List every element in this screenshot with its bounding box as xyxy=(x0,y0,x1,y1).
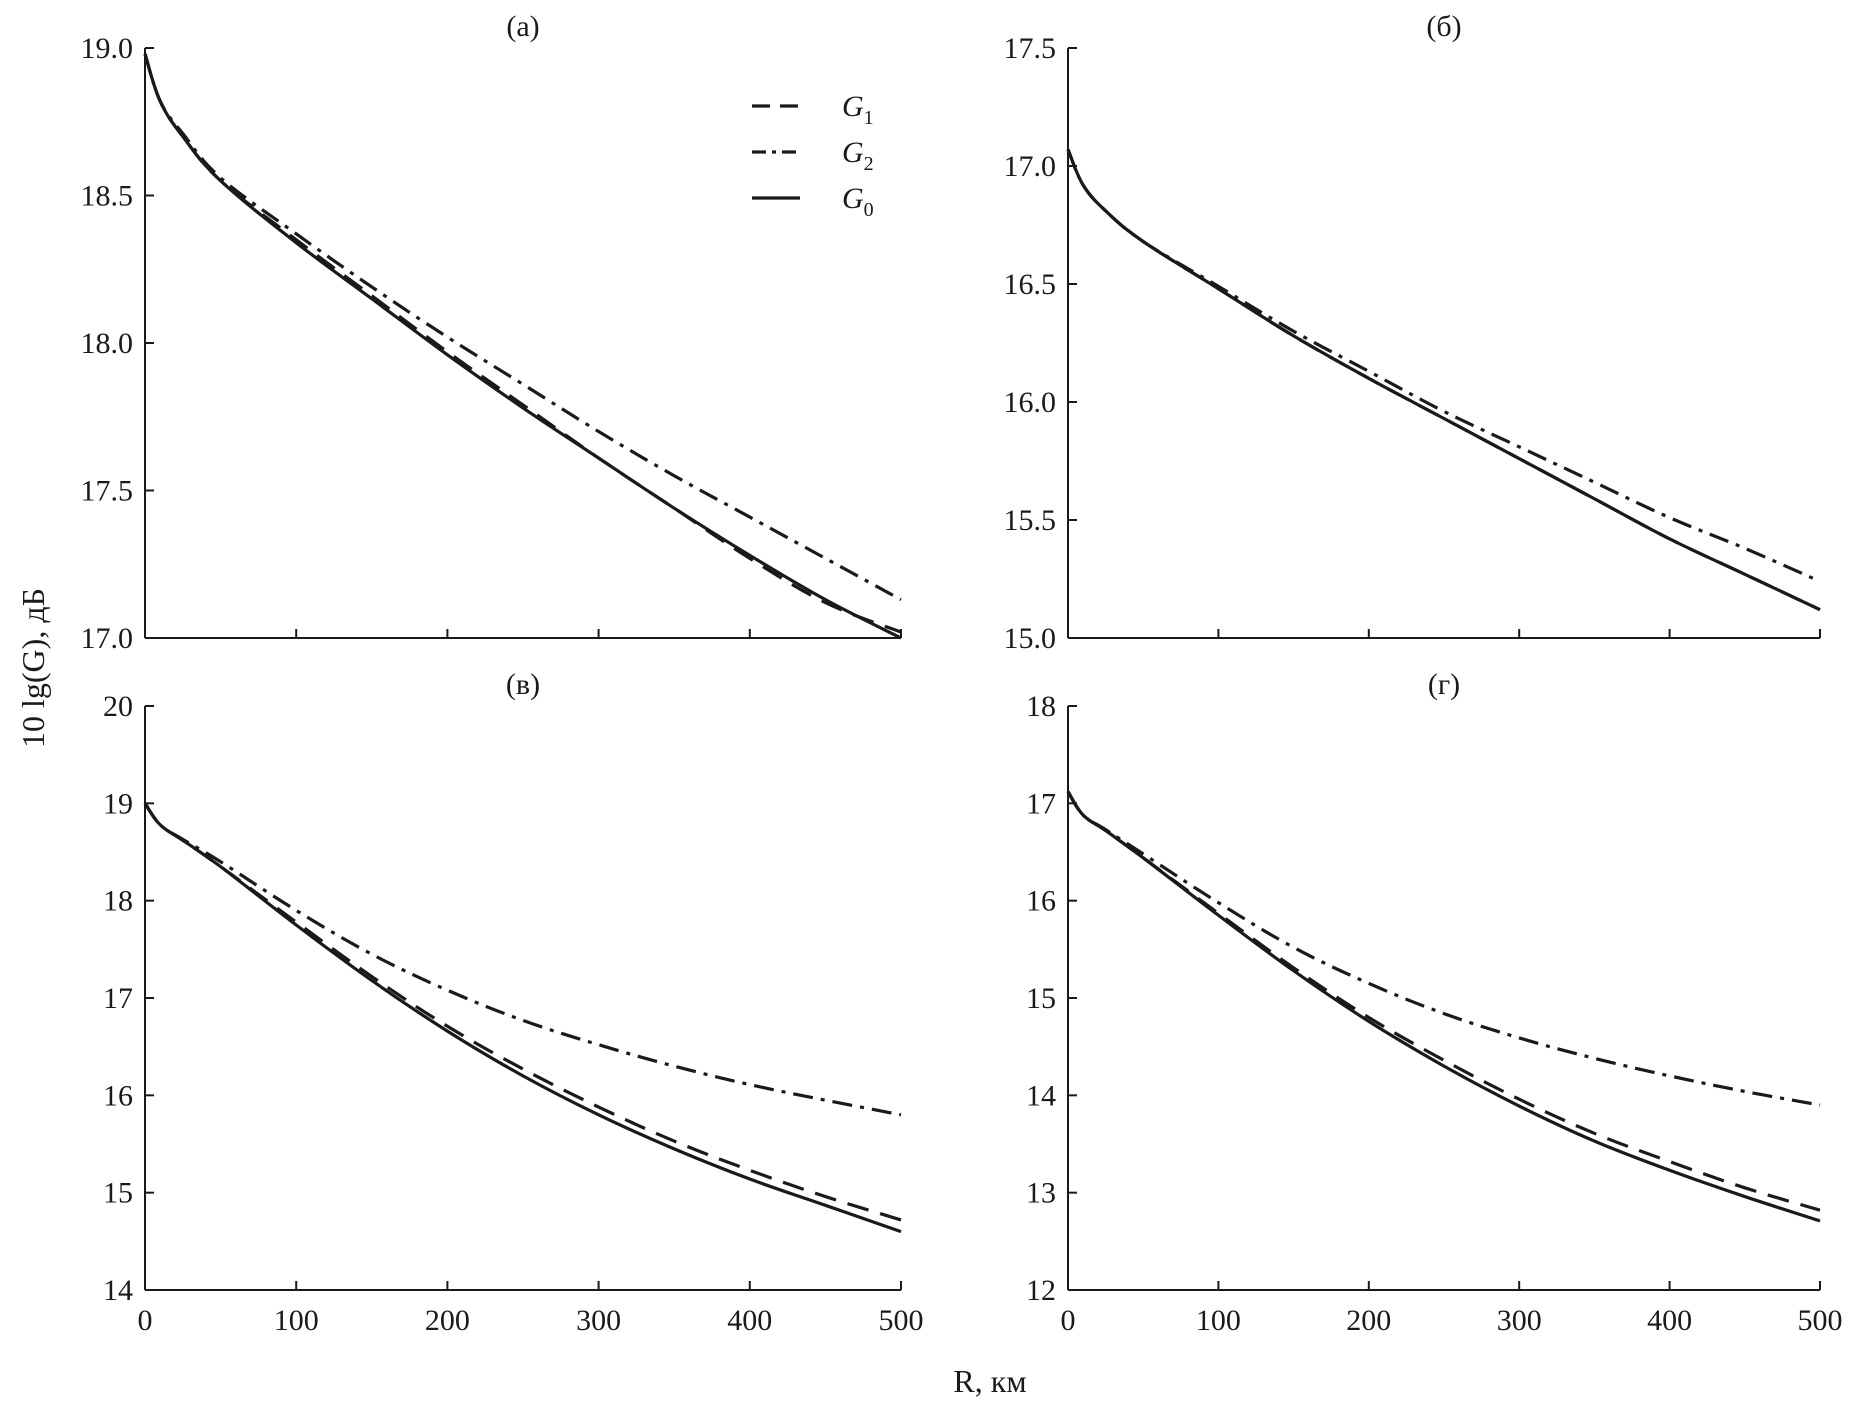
panel-a-y-tick-label: 17.5 xyxy=(81,475,134,508)
panel-d-x-tick-label: 0 xyxy=(1061,1304,1076,1337)
panel-b-series-g0 xyxy=(1066,148,1821,612)
panel-d-y-tick-label: 17 xyxy=(1026,787,1056,820)
panel-a-series-g2 xyxy=(143,53,902,602)
panel-b-y-tick-label: 15.5 xyxy=(1004,504,1057,537)
panel-c-y-tick-label: 14 xyxy=(103,1274,133,1307)
panel-c-x-tick-label: 100 xyxy=(274,1304,319,1337)
panel-d-y-tick-label: 18 xyxy=(1026,690,1056,723)
panel-d-x-tick-label: 100 xyxy=(1196,1304,1241,1337)
panel-b-y-tick-label: 16.0 xyxy=(1004,386,1057,419)
panel-c-y-tick-label: 18 xyxy=(103,885,133,918)
panel-a-y-tick-label: 17.0 xyxy=(81,622,134,655)
panel-d-y-tick-label: 15 xyxy=(1026,982,1056,1015)
panel-b-y-tick-label: 17.5 xyxy=(1004,32,1057,65)
panel-c-y-tick-label: 20 xyxy=(103,690,133,723)
x-axis-title: R, км xyxy=(953,1363,1026,1399)
panel-d-title: (г) xyxy=(1428,668,1460,701)
panel-c-series-g0 xyxy=(143,802,902,1234)
panel-a-y-tick-label: 18.0 xyxy=(81,327,134,360)
panel-c-x-tick-label: 200 xyxy=(425,1304,470,1337)
legend-subscript: 1 xyxy=(864,107,874,129)
legend-label-g2: G2 xyxy=(842,136,874,175)
panel-d-y-tick-label: 12 xyxy=(1026,1274,1056,1307)
panel-c-series-g1 xyxy=(143,802,902,1222)
panel-a-y-tick-label: 18.5 xyxy=(81,180,134,213)
panel-c-y-tick-label: 17 xyxy=(103,982,133,1015)
panel-c-y-tick-label: 15 xyxy=(103,1177,133,1210)
y-axis-title: 10 lg(G), дБ xyxy=(15,588,51,748)
panel-c-x-tick-label: 500 xyxy=(879,1304,924,1337)
panel-c-y-tick-label: 16 xyxy=(103,1079,133,1112)
panel-a-y-tick-label: 19.0 xyxy=(81,32,134,65)
panel-d-x-tick-label: 400 xyxy=(1647,1304,1692,1337)
panel-c-y-tick-label: 19 xyxy=(103,787,133,820)
panel-d-series-g2 xyxy=(1066,790,1821,1107)
panel-d-x-tick-label: 200 xyxy=(1346,1304,1391,1337)
legend-symbol: G xyxy=(842,136,864,169)
panel-d-y-tick-label: 13 xyxy=(1026,1177,1056,1210)
panel-b: 15.0 15.5 16.0 16.5 17.0 17.5 (б) xyxy=(1004,10,1821,655)
panels: 17.017.518.018.519.0(а)15.015.516.016.51… xyxy=(81,10,1843,1337)
panel-a-title: (а) xyxy=(506,10,539,43)
legend-subscript: 2 xyxy=(864,153,874,175)
panel-a-series-g0 xyxy=(143,53,902,640)
panel-b-y-tick-label: 15.0 xyxy=(1004,622,1057,655)
legend-subscript: 0 xyxy=(864,199,874,221)
panel-c-x-tick-label: 0 xyxy=(138,1304,153,1337)
panel-d-series-g0 xyxy=(1066,790,1821,1223)
panel-d-x-tick-label: 300 xyxy=(1497,1304,1542,1337)
panel-d: 12 13 14 15 16 17 18 0 100 200 300 400 500 (г) xyxy=(1026,668,1843,1337)
panel-d-y-tick-label: 14 xyxy=(1026,1079,1056,1112)
legend-label-g0: G0 xyxy=(842,182,874,221)
legend-label-g1: G1 xyxy=(842,90,874,129)
panel-c-title: (в) xyxy=(506,668,540,701)
panel-c-x-tick-label: 400 xyxy=(727,1304,772,1337)
legend-symbol: G xyxy=(842,182,864,215)
panel-b-y-tick-label: 17.0 xyxy=(1004,150,1057,183)
panel-a: 17.0 17.5 18.0 18.5 19.0 (а) xyxy=(81,10,902,655)
panel-d-y-tick-label: 16 xyxy=(1026,885,1056,918)
panel-b-y-tick-label: 16.5 xyxy=(1004,268,1057,301)
panel-d-x-tick-label: 500 xyxy=(1798,1304,1843,1337)
panel-d-series-g1 xyxy=(1066,790,1821,1212)
panel-b-title: (б) xyxy=(1426,10,1461,43)
legend-symbol: G xyxy=(842,90,864,123)
panel-c-x-tick-label: 300 xyxy=(576,1304,621,1337)
